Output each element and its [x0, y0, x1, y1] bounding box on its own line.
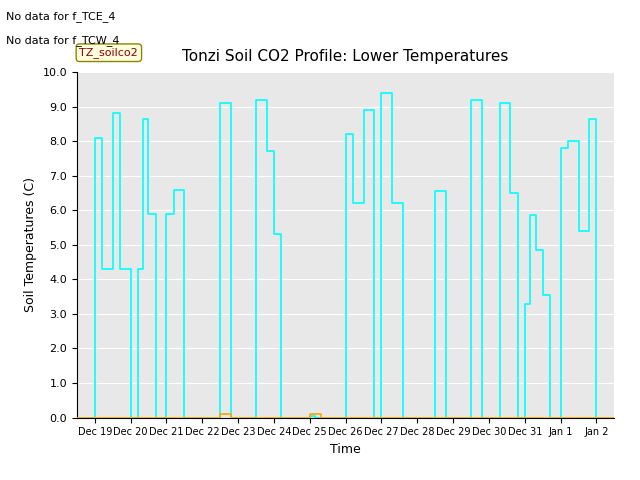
Text: TZ_soilco2: TZ_soilco2: [79, 47, 138, 58]
Y-axis label: Soil Temperatures (C): Soil Temperatures (C): [24, 177, 37, 312]
Title: Tonzi Soil CO2 Profile: Lower Temperatures: Tonzi Soil CO2 Profile: Lower Temperatur…: [182, 49, 509, 64]
Text: No data for f_TCE_4: No data for f_TCE_4: [6, 11, 116, 22]
X-axis label: Time: Time: [330, 443, 361, 456]
Text: No data for f_TCW_4: No data for f_TCW_4: [6, 35, 120, 46]
